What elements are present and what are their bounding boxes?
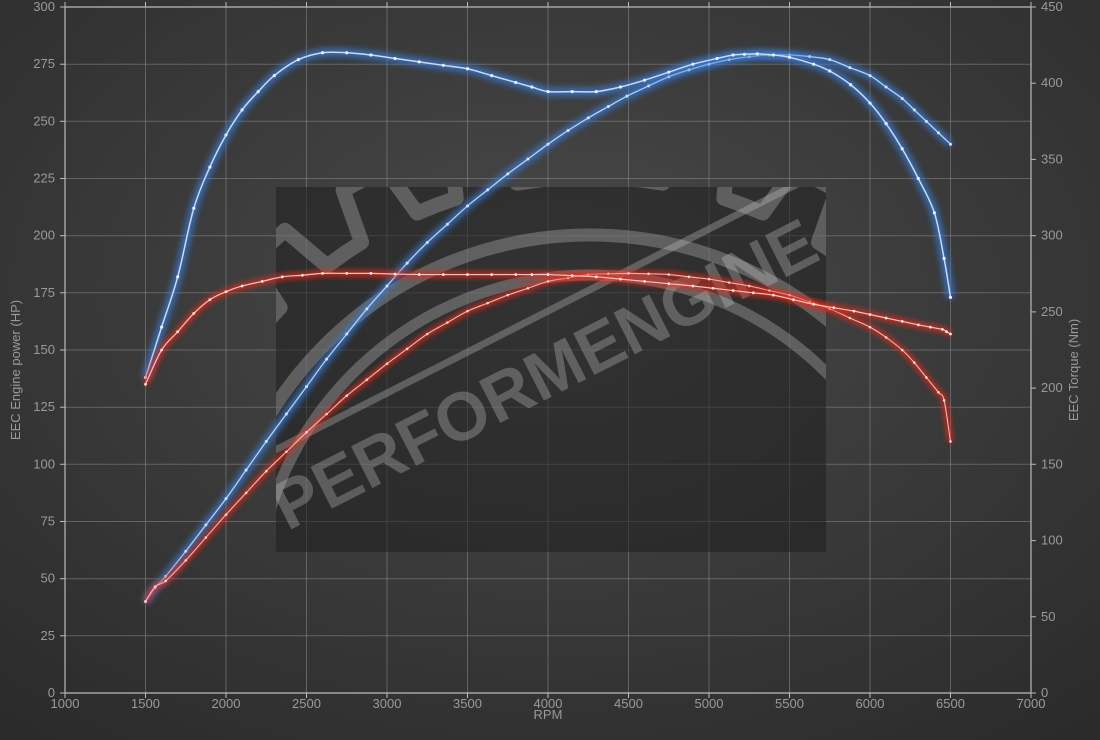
- svg-text:1500: 1500: [131, 696, 160, 711]
- svg-text:300: 300: [33, 0, 55, 14]
- svg-text:300: 300: [1041, 228, 1063, 243]
- svg-text:200: 200: [1041, 380, 1063, 395]
- svg-text:50: 50: [1041, 609, 1055, 624]
- svg-text:25: 25: [41, 628, 55, 643]
- svg-text:2000: 2000: [212, 696, 241, 711]
- svg-text:250: 250: [1041, 304, 1063, 319]
- svg-text:3000: 3000: [373, 696, 402, 711]
- svg-text:100: 100: [33, 456, 55, 471]
- svg-text:125: 125: [33, 399, 55, 414]
- svg-text:5000: 5000: [695, 696, 724, 711]
- svg-text:EEC Torque (Nm): EEC Torque (Nm): [1066, 319, 1081, 421]
- svg-text:7000: 7000: [1017, 696, 1046, 711]
- svg-text:450: 450: [1041, 0, 1063, 14]
- svg-text:250: 250: [33, 113, 55, 128]
- svg-text:6000: 6000: [856, 696, 885, 711]
- svg-text:50: 50: [41, 571, 55, 586]
- svg-text:225: 225: [33, 171, 55, 186]
- svg-text:4500: 4500: [614, 696, 643, 711]
- svg-text:6500: 6500: [936, 696, 965, 711]
- svg-text:275: 275: [33, 56, 55, 71]
- svg-text:175: 175: [33, 285, 55, 300]
- svg-text:200: 200: [33, 228, 55, 243]
- svg-text:3500: 3500: [453, 696, 482, 711]
- svg-text:75: 75: [41, 514, 55, 529]
- svg-text:5500: 5500: [775, 696, 804, 711]
- svg-text:150: 150: [33, 342, 55, 357]
- svg-text:350: 350: [1041, 151, 1063, 166]
- svg-text:400: 400: [1041, 75, 1063, 90]
- svg-text:1000: 1000: [51, 696, 80, 711]
- svg-text:RPM: RPM: [534, 707, 563, 722]
- svg-text:EEC Engine power (HP): EEC Engine power (HP): [8, 300, 23, 440]
- svg-text:2500: 2500: [292, 696, 321, 711]
- svg-text:150: 150: [1041, 456, 1063, 471]
- svg-text:100: 100: [1041, 533, 1063, 548]
